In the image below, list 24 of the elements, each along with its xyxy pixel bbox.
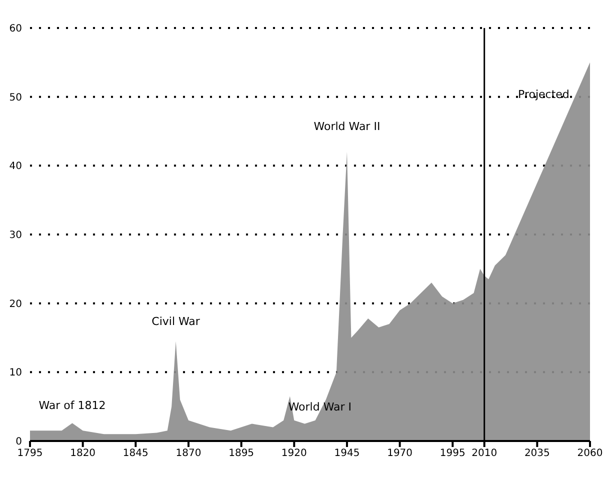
x-tick-label: 1870 <box>176 448 202 460</box>
x-tick-label: 1995 <box>440 448 466 460</box>
annotation: World War I <box>288 400 352 414</box>
annotation: War of 1812 <box>38 399 106 412</box>
x-tick-label: 1820 <box>70 448 96 460</box>
x-tick-label: 2010 <box>472 448 498 460</box>
y-tick-label: 60 <box>9 24 22 35</box>
x-tick-label: 1795 <box>17 448 43 460</box>
x-tick-label: 1970 <box>387 448 413 460</box>
x-tick-label: 2035 <box>524 448 550 460</box>
y-tick-label: 50 <box>9 92 22 104</box>
x-tick-label: 2060 <box>577 448 603 460</box>
y-tick-label: 10 <box>9 368 22 379</box>
y-tick-label: 30 <box>9 230 22 242</box>
y-tick-label: 40 <box>9 161 22 172</box>
x-tick-label: 1920 <box>281 448 307 460</box>
x-tick-label: 1945 <box>334 448 360 460</box>
annotation: World War II <box>314 120 380 133</box>
annotation: Projected <box>518 88 570 101</box>
y-tick-label: 0 <box>16 436 22 448</box>
annotation: Civil War <box>152 315 200 328</box>
x-tick-label: 1895 <box>228 448 254 460</box>
y-tick-label: 20 <box>9 298 22 310</box>
x-tick-label: 1845 <box>122 448 148 460</box>
